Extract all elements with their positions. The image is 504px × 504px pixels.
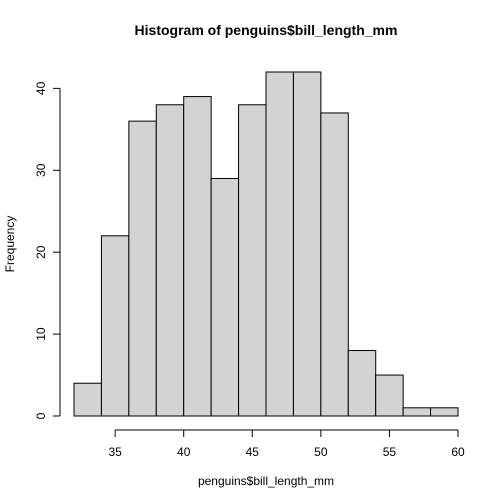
histogram-bar (292, 71, 322, 417)
x-tick-label: 40 (177, 445, 191, 459)
y-tick-label: 10 (34, 327, 48, 341)
x-tick-label: 35 (108, 445, 122, 459)
y-axis: 0 10 20 30 40 (34, 81, 61, 419)
y-tick-label: 40 (34, 81, 48, 95)
histogram-bar (375, 374, 404, 417)
x-tick-label: 50 (314, 445, 328, 459)
y-axis-label: Frequency (3, 216, 17, 273)
histogram-bar (73, 382, 102, 417)
x-tick-label: 45 (246, 445, 260, 459)
y-tick-label: 30 (34, 163, 48, 177)
x-axis: 35 40 45 50 55 60 (108, 429, 465, 459)
y-tick-label: 0 (34, 412, 48, 419)
x-tick-label: 60 (451, 445, 465, 459)
y-tick-label: 20 (34, 245, 48, 259)
histogram-bar (320, 112, 349, 417)
histogram-bar (128, 120, 157, 417)
histogram-bar (100, 235, 130, 417)
histogram-bar (402, 407, 432, 417)
x-tick-label: 55 (383, 445, 397, 459)
bars-group (73, 71, 459, 417)
histogram-bar (265, 71, 294, 417)
chart-title: Histogram of penguins$bill_length_mm (135, 22, 398, 38)
histogram-bar (210, 177, 240, 417)
histogram-bar (155, 104, 185, 417)
histogram-bar (183, 96, 212, 417)
histogram-bar (238, 104, 267, 417)
histogram-bar (347, 349, 377, 417)
histogram-bar (430, 407, 459, 417)
x-axis-label: penguins$bill_length_mm (198, 474, 334, 488)
